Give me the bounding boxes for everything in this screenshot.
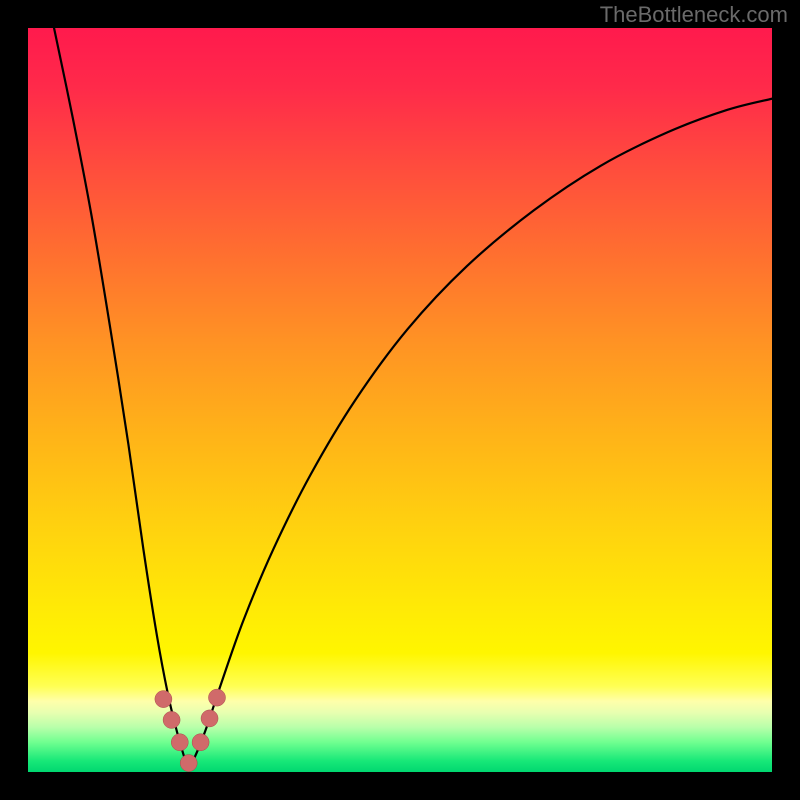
data-dot — [163, 711, 180, 728]
data-dot — [201, 710, 218, 727]
data-dot — [192, 734, 209, 751]
data-dot — [171, 734, 188, 751]
data-dot — [180, 755, 197, 772]
curve-layer — [28, 28, 772, 772]
data-dot — [208, 689, 225, 706]
chart-frame — [0, 0, 800, 800]
watermark-text: TheBottleneck.com — [600, 2, 788, 28]
bottleneck-curve — [54, 28, 772, 768]
data-dots — [155, 689, 226, 771]
data-dot — [155, 691, 172, 708]
chart-container: TheBottleneck.com — [0, 0, 800, 800]
